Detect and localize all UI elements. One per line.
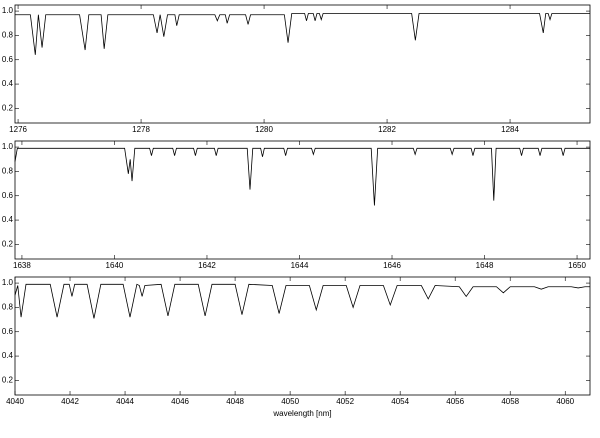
x-tick-label: 1648: [476, 261, 494, 270]
y-tick-label: 0.2: [2, 240, 14, 249]
spectrum-line: [14, 147, 590, 206]
x-tick-label: 4054: [391, 397, 409, 406]
x-tick-label: 1280: [255, 125, 273, 134]
y-tick-label: 0.8: [2, 303, 14, 312]
x-tick-label: 1642: [198, 261, 216, 270]
y-tick-label: 0.2: [2, 104, 14, 113]
x-tick-label: 1638: [13, 261, 31, 270]
spectrum-line: [15, 13, 590, 55]
x-axis-label: wavelength [nm]: [272, 409, 331, 418]
x-tick-label: 1284: [501, 125, 519, 134]
y-tick-label: 0.2: [2, 376, 14, 385]
x-tick-label: 4050: [281, 397, 299, 406]
y-tick-label: 0.6: [2, 55, 14, 64]
plot-frame: [14, 4, 591, 124]
x-tick-label: 4042: [61, 397, 79, 406]
x-tick-label: 1650: [568, 261, 586, 270]
y-tick-label: 0.4: [2, 351, 14, 360]
x-tick-label: 1276: [9, 125, 27, 134]
x-tick-label: 4058: [501, 397, 519, 406]
spectrum-line: [14, 283, 590, 319]
y-tick-label: 0.4: [2, 79, 14, 88]
x-tick-label: 1278: [132, 125, 150, 134]
x-tick-label: 4044: [116, 397, 134, 406]
x-tick-label: 4048: [226, 397, 244, 406]
x-tick-label: 4060: [556, 397, 574, 406]
y-tick-label: 1.0: [2, 278, 14, 287]
y-tick-label: 0.6: [2, 191, 14, 200]
y-tick-label: 0.8: [2, 31, 14, 40]
y-tick-label: 1.0: [2, 6, 14, 15]
x-tick-label: 1282: [378, 125, 396, 134]
x-tick-label: 4056: [446, 397, 464, 406]
y-tick-label: 1.0: [2, 142, 14, 151]
y-tick-label: 0.6: [2, 327, 14, 336]
x-tick-label: 4052: [336, 397, 354, 406]
x-tick-label: 1640: [106, 261, 124, 270]
x-tick-label: 4046: [171, 397, 189, 406]
y-tick-label: 0.8: [2, 167, 14, 176]
plot-frame: [14, 276, 591, 396]
y-tick-label: 0.4: [2, 215, 14, 224]
plot-frame: [14, 140, 591, 260]
x-tick-label: 1646: [383, 261, 401, 270]
x-tick-label: 1644: [291, 261, 309, 270]
x-tick-label: 4040: [6, 397, 24, 406]
